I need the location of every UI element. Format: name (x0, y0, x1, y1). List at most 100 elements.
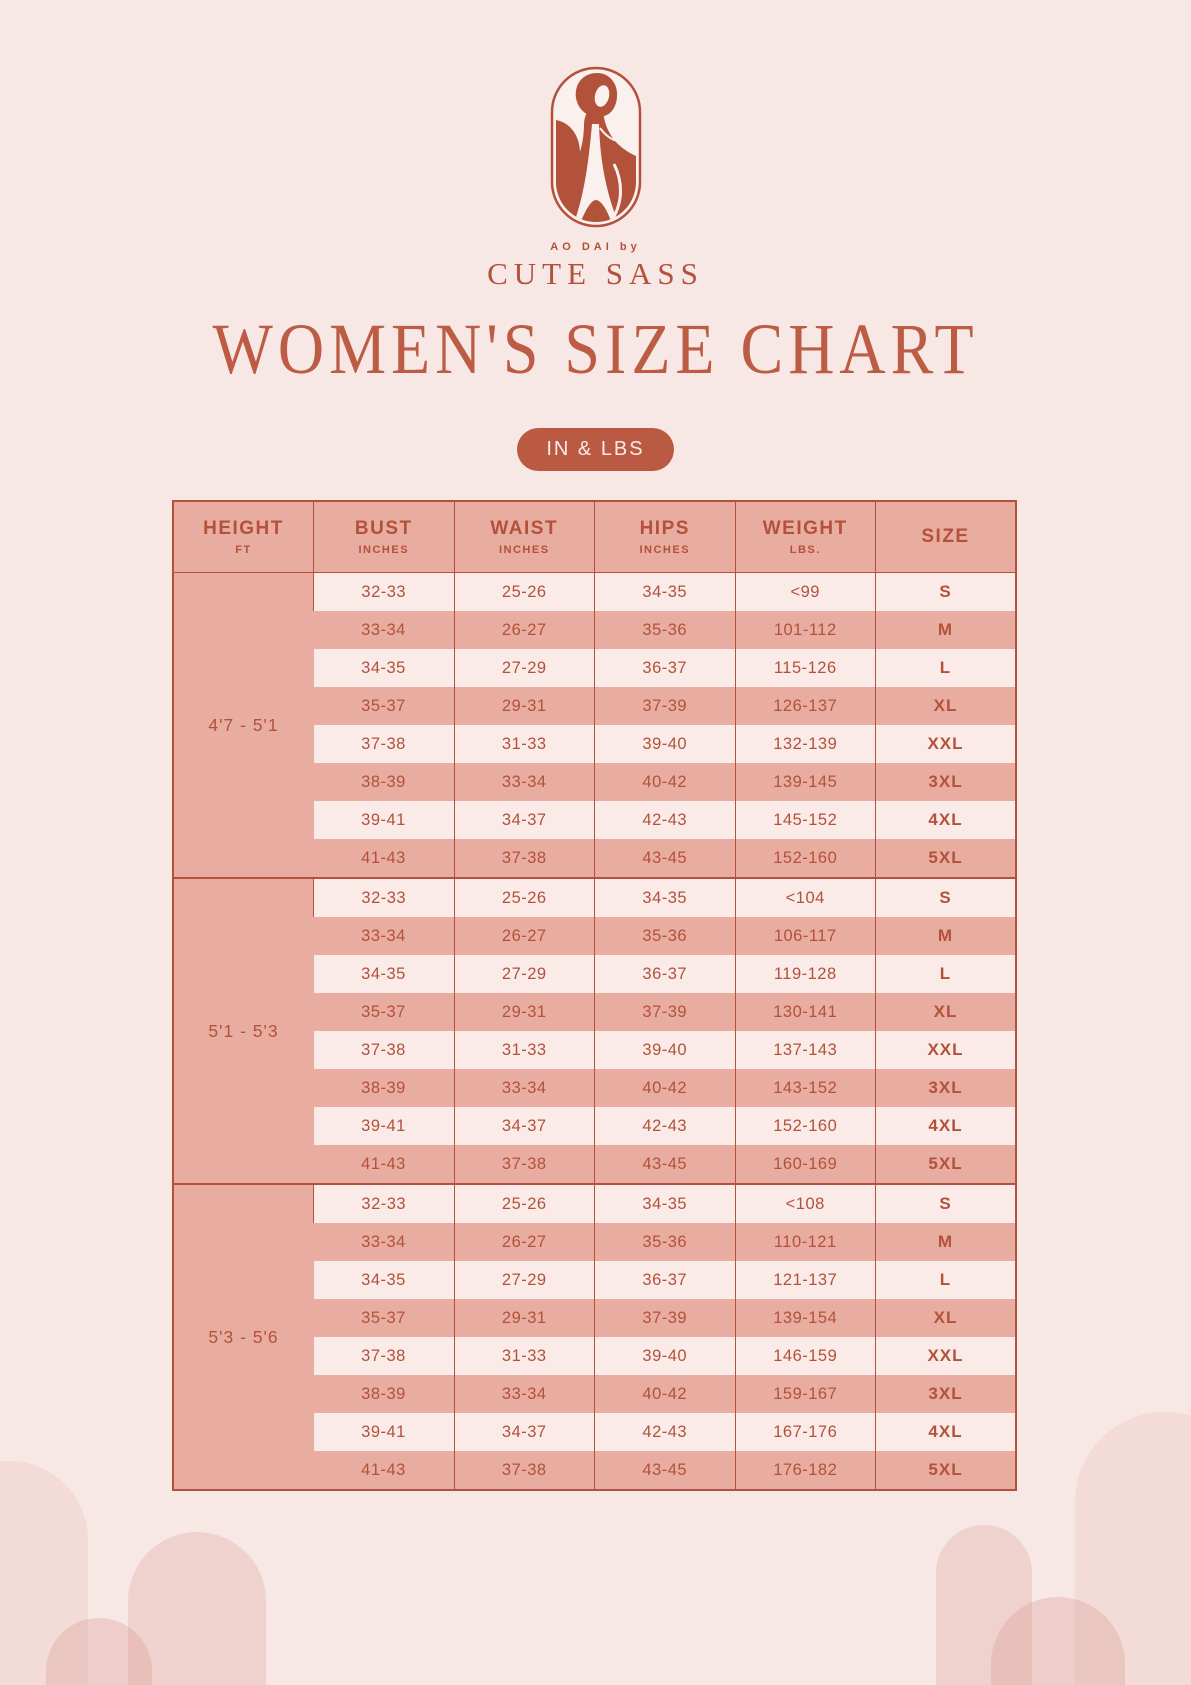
table-row: 38-39 33-34 40-42 143-152 3XL (173, 1069, 1016, 1107)
table-row: 41-43 37-38 43-45 176-182 5XL (173, 1451, 1016, 1490)
cell-bust: 32-33 (313, 877, 454, 917)
cell-bust: 37-38 (313, 725, 454, 763)
cell-hips: 36-37 (594, 955, 735, 993)
cell-size: XXL (875, 1337, 1016, 1375)
cell-hips: 35-36 (594, 917, 735, 955)
cell-bust: 33-34 (313, 611, 454, 649)
cell-weight: 159-167 (734, 1375, 876, 1413)
column-header-size: SIZE (875, 501, 1016, 573)
cell-waist: 29-31 (453, 993, 595, 1031)
cell-size: 5XL (875, 1145, 1016, 1184)
cell-weight: <104 (734, 877, 876, 917)
cell-hips: 42-43 (594, 801, 735, 839)
height-range-cell: 5'3 - 5'6 (173, 1183, 314, 1490)
cell-waist: 25-26 (453, 877, 595, 917)
cell-bust: 39-41 (313, 1413, 454, 1451)
decorative-arch-bottom-left-large (0, 1461, 88, 1685)
cell-hips: 43-45 (594, 1451, 735, 1490)
brand-name: CUTE SASS (487, 256, 704, 291)
table-row: 35-37 29-31 37-39 126-137 XL (173, 687, 1016, 725)
cell-hips: 34-35 (594, 877, 735, 917)
cell-size: XL (875, 1299, 1016, 1337)
cell-bust: 32-33 (313, 1183, 454, 1223)
cell-bust: 34-35 (313, 649, 454, 687)
cell-bust: 38-39 (313, 763, 454, 801)
cell-bust: 41-43 (313, 839, 454, 878)
cell-hips: 35-36 (594, 611, 735, 649)
cell-bust: 38-39 (313, 1069, 454, 1107)
cell-weight: 146-159 (734, 1337, 876, 1375)
cell-weight: 132-139 (734, 725, 876, 763)
cell-hips: 43-45 (594, 839, 735, 878)
cell-size: 3XL (875, 1375, 1016, 1413)
cell-waist: 33-34 (453, 763, 595, 801)
cell-size: M (875, 1223, 1016, 1261)
cell-bust: 41-43 (313, 1145, 454, 1184)
table-row: 35-37 29-31 37-39 139-154 XL (173, 1299, 1016, 1337)
table-row: 38-39 33-34 40-42 159-167 3XL (173, 1375, 1016, 1413)
cell-waist: 34-37 (453, 801, 595, 839)
cell-weight: 115-126 (734, 649, 876, 687)
table-row: 34-35 27-29 36-37 119-128 L (173, 955, 1016, 993)
cell-bust: 39-41 (313, 1107, 454, 1145)
height-range-cell: 4'7 - 5'1 (173, 572, 314, 878)
page-title: WOMEN'S SIZE CHART (212, 309, 979, 389)
table-row: 37-38 31-33 39-40 137-143 XXL (173, 1031, 1016, 1069)
cell-hips: 39-40 (594, 1337, 735, 1375)
table-row: 41-43 37-38 43-45 160-169 5XL (173, 1145, 1016, 1184)
cell-bust: 35-37 (313, 993, 454, 1031)
table-row: 35-37 29-31 37-39 130-141 XL (173, 993, 1016, 1031)
cell-weight: 119-128 (734, 955, 876, 993)
cell-bust: 32-33 (313, 572, 454, 611)
cell-weight: 106-117 (734, 917, 876, 955)
cell-size: S (875, 572, 1016, 611)
table-row: 34-35 27-29 36-37 121-137 L (173, 1261, 1016, 1299)
column-header-waist: WAIST INCHES (453, 501, 595, 573)
cell-bust: 38-39 (313, 1375, 454, 1413)
cell-weight: 121-137 (734, 1261, 876, 1299)
cell-size: XL (875, 993, 1016, 1031)
size-chart-table: HEIGHT FT BUST INCHES WAIST INCHES HIPS INCHES W… (172, 500, 1017, 1491)
cell-hips: 36-37 (594, 649, 735, 687)
cell-weight: 176-182 (734, 1451, 876, 1490)
cell-weight: <108 (734, 1183, 876, 1223)
units-badge: IN & LBS (517, 428, 674, 471)
cell-hips: 37-39 (594, 993, 735, 1031)
cell-size: XL (875, 687, 1016, 725)
cell-bust: 37-38 (313, 1031, 454, 1069)
table-row: 37-38 31-33 39-40 146-159 XXL (173, 1337, 1016, 1375)
column-header-bust: BUST INCHES (313, 501, 454, 573)
table-row: 41-43 37-38 43-45 152-160 5XL (173, 839, 1016, 878)
cell-weight: 139-145 (734, 763, 876, 801)
cell-hips: 34-35 (594, 1183, 735, 1223)
cell-weight: 126-137 (734, 687, 876, 725)
cell-weight: 143-152 (734, 1069, 876, 1107)
cell-waist: 37-38 (453, 839, 595, 878)
decorative-arch-bottom-right-medium (936, 1525, 1032, 1685)
cell-waist: 27-29 (453, 1261, 595, 1299)
cell-bust: 35-37 (313, 1299, 454, 1337)
cell-hips: 37-39 (594, 687, 735, 725)
cell-size: 5XL (875, 1451, 1016, 1490)
brand-prefix: AO DAI by (550, 241, 641, 253)
cell-waist: 33-34 (453, 1375, 595, 1413)
cell-hips: 34-35 (594, 572, 735, 611)
cell-weight: 152-160 (734, 839, 876, 878)
cell-hips: 35-36 (594, 1223, 735, 1261)
cell-waist: 33-34 (453, 1069, 595, 1107)
column-header-hips: HIPS INCHES (594, 501, 735, 573)
cell-waist: 37-38 (453, 1451, 595, 1490)
cell-size: L (875, 649, 1016, 687)
cell-hips: 42-43 (594, 1413, 735, 1451)
table-row: 37-38 31-33 39-40 132-139 XXL (173, 725, 1016, 763)
cell-weight: 101-112 (734, 611, 876, 649)
cell-size: XXL (875, 1031, 1016, 1069)
table-row: 5'3 - 5'6 32-33 25-26 34-35 <108 S (173, 1183, 1016, 1490)
cell-hips: 36-37 (594, 1261, 735, 1299)
cell-bust: 34-35 (313, 955, 454, 993)
table-row: 34-35 27-29 36-37 115-126 L (173, 649, 1016, 687)
column-header-height: HEIGHT FT (173, 501, 314, 573)
cell-size: L (875, 955, 1016, 993)
cell-waist: 26-27 (453, 1223, 595, 1261)
cell-waist: 25-26 (453, 1183, 595, 1223)
